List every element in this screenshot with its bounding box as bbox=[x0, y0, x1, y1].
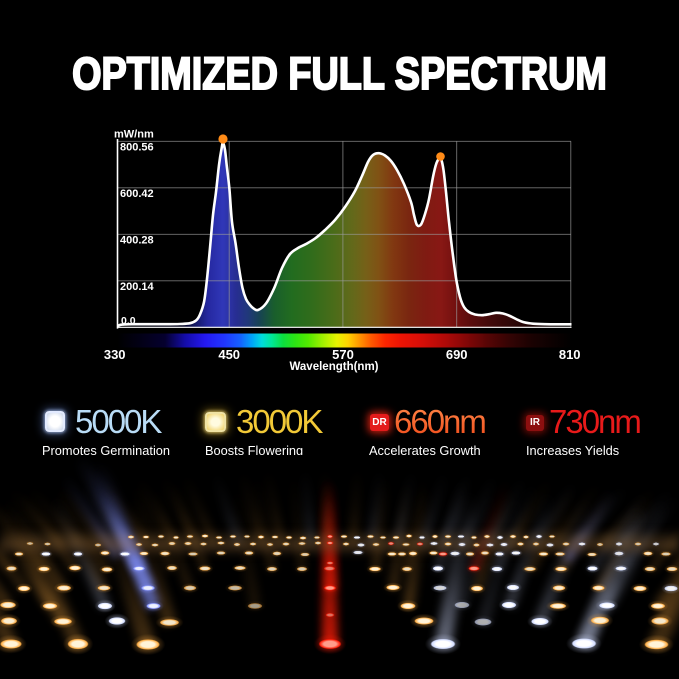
svg-text:330: 330 bbox=[104, 347, 126, 362]
svg-text:0.0: 0.0 bbox=[121, 315, 136, 327]
svg-text:Wavelength(nm): Wavelength(nm) bbox=[289, 361, 378, 373]
svg-text:200.14: 200.14 bbox=[120, 281, 155, 293]
svg-text:810: 810 bbox=[559, 347, 581, 362]
svg-text:600.42: 600.42 bbox=[120, 188, 154, 200]
svg-text:690: 690 bbox=[446, 347, 468, 362]
svg-text:800.56: 800.56 bbox=[120, 142, 154, 154]
svg-text:570: 570 bbox=[332, 347, 354, 362]
svg-text:400.28: 400.28 bbox=[120, 235, 154, 247]
svg-text:450: 450 bbox=[218, 347, 240, 362]
svg-text:mW/nm: mW/nm bbox=[114, 129, 154, 141]
